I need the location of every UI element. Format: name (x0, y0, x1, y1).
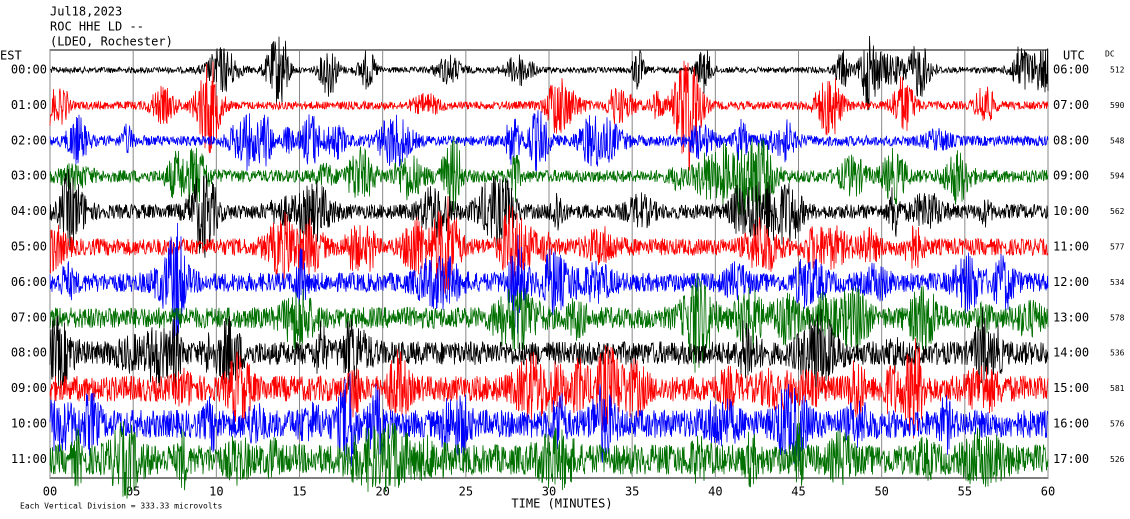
utc-label: 10:00 (1053, 204, 1089, 218)
dc-label: 577 (1110, 243, 1125, 252)
trace (49, 272, 1049, 373)
dc-label: 536 (1110, 349, 1125, 358)
utc-label: 08:00 (1053, 133, 1089, 147)
x-tick-label: 55 (958, 485, 972, 499)
trace (49, 169, 1049, 258)
trace (49, 373, 1049, 467)
est-label: 08:00 (11, 346, 47, 360)
title-line: ROC HHE LD -- (50, 20, 144, 34)
trace (49, 196, 1049, 294)
dc-label: 562 (1110, 207, 1125, 216)
x-tick-label: 60 (1041, 485, 1055, 499)
utc-label: 15:00 (1053, 381, 1089, 395)
title-line: (LDEO, Rochester) (50, 35, 173, 49)
x-tick-label: 50 (874, 485, 888, 499)
utc-label: 13:00 (1053, 310, 1089, 324)
utc-label: 12:00 (1053, 275, 1089, 289)
footer: Each Vertical Division = 333.33 microvol… (20, 502, 222, 511)
right-axis-title: UTC (1063, 49, 1085, 63)
trace (49, 222, 1049, 339)
trace (49, 136, 1049, 226)
est-label: 05:00 (11, 240, 47, 254)
trace (49, 35, 1049, 111)
dc-label: 581 (1110, 384, 1125, 393)
dc-label: 594 (1110, 172, 1125, 181)
x-tick-label: 15 (292, 485, 306, 499)
x-tick-label: 05 (126, 485, 140, 499)
est-label: 09:00 (11, 381, 47, 395)
left-axis-title: EST (0, 49, 22, 63)
est-label: 02:00 (11, 133, 47, 147)
est-label: 04:00 (11, 204, 47, 218)
utc-label: 11:00 (1053, 240, 1089, 254)
dc-label: 576 (1110, 420, 1125, 429)
trace (49, 307, 1049, 394)
utc-label: 17:00 (1053, 452, 1089, 466)
x-tick-label: 20 (375, 485, 389, 499)
x-axis-label: TIME (MINUTES) (511, 497, 612, 511)
dc-label: 534 (1110, 278, 1125, 287)
utc-label: 07:00 (1053, 98, 1089, 112)
dc-label: 512 (1110, 66, 1125, 75)
x-tick-label: 25 (459, 485, 473, 499)
trace (49, 421, 1049, 499)
utc-label: 14:00 (1053, 346, 1089, 360)
est-label: 07:00 (11, 310, 47, 324)
x-tick-label: 45 (791, 485, 805, 499)
dc-title: DC (1105, 50, 1115, 59)
utc-label: 06:00 (1053, 63, 1089, 77)
est-label: 06:00 (11, 275, 47, 289)
x-tick-label: 10 (209, 485, 223, 499)
dc-label: 578 (1110, 313, 1125, 322)
dc-label: 590 (1110, 101, 1125, 110)
x-tick-label: 30 (542, 485, 556, 499)
utc-label: 09:00 (1053, 169, 1089, 183)
x-tick-label: 00 (43, 485, 57, 499)
title-line: Jul18,2023 (50, 5, 122, 19)
est-label: 00:00 (11, 63, 47, 77)
trace (49, 60, 1049, 172)
utc-label: 16:00 (1053, 417, 1089, 431)
trace (49, 338, 1049, 439)
est-label: 11:00 (11, 452, 47, 466)
est-label: 01:00 (11, 98, 47, 112)
x-tick-label: 35 (625, 485, 639, 499)
x-tick-label: 40 (708, 485, 722, 499)
est-label: 03:00 (11, 169, 47, 183)
est-label: 10:00 (11, 417, 47, 431)
dc-label: 548 (1110, 136, 1125, 145)
trace (49, 110, 1049, 172)
dc-label: 526 (1110, 455, 1125, 464)
